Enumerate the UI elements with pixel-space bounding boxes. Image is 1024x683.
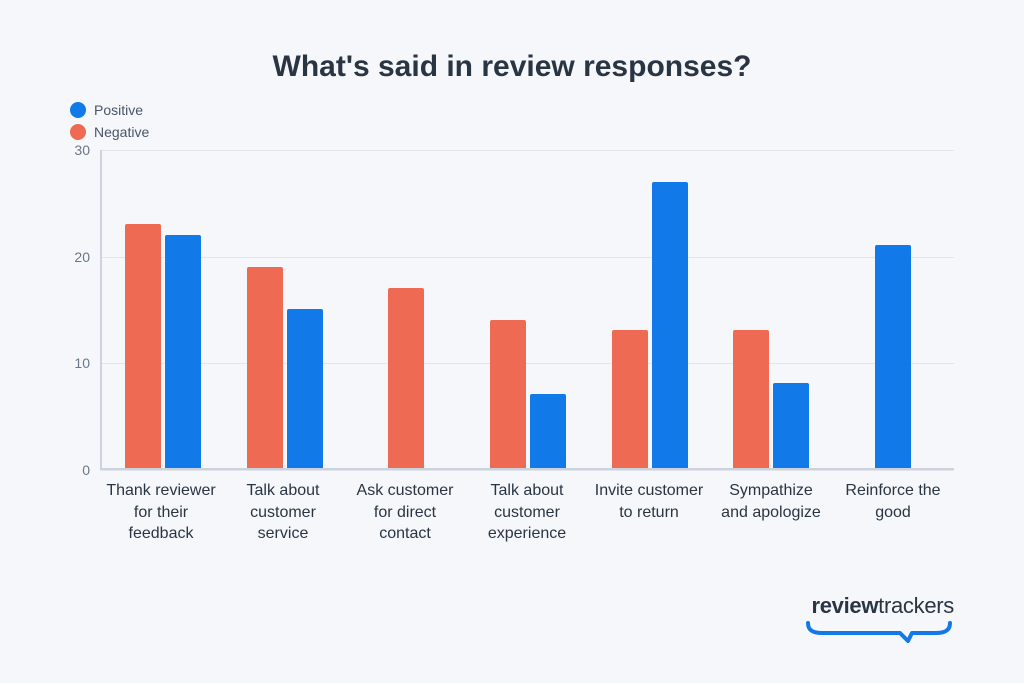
y-tick-label: 30 (60, 142, 90, 158)
x-axis-label: Talk about customer service (222, 480, 344, 545)
bar (165, 235, 201, 468)
bar-group (711, 150, 833, 468)
bar-group (102, 150, 224, 468)
legend-dot-icon (70, 124, 86, 140)
grid-line (100, 470, 954, 471)
bar (247, 267, 283, 468)
bar (773, 383, 809, 468)
plot-area (100, 150, 954, 470)
bar (490, 320, 526, 468)
brand-bold: review (811, 593, 878, 618)
bar (612, 330, 648, 468)
legend-label: Positive (94, 102, 143, 118)
x-axis-label: Ask customer for direct contact (344, 480, 466, 545)
bar-group (224, 150, 346, 468)
bar (733, 330, 769, 468)
y-axis: 0102030 (60, 150, 96, 470)
bar (652, 182, 688, 468)
bar-group (832, 150, 954, 468)
x-axis-labels: Thank reviewer for their feedbackTalk ab… (100, 480, 954, 545)
bar-group (589, 150, 711, 468)
y-tick-label: 20 (60, 249, 90, 265)
bar (125, 224, 161, 468)
bar-group (467, 150, 589, 468)
brand-light: trackers (878, 593, 954, 618)
x-axis-label: Reinforce the good (832, 480, 954, 545)
legend-item: Positive (70, 102, 964, 118)
legend: Positive Negative (70, 102, 964, 140)
legend-item: Negative (70, 124, 964, 140)
bar-group (345, 150, 467, 468)
chart-title: What's said in review responses? (60, 50, 964, 84)
bar (875, 245, 911, 468)
brand-underline-icon (804, 621, 954, 643)
x-axis-label: Sympathize and apologize (710, 480, 832, 545)
y-tick-label: 0 (60, 462, 90, 478)
bar (388, 288, 424, 468)
brand-text: reviewtrackers (811, 593, 954, 619)
chart-area: 0102030 (100, 150, 954, 470)
x-axis-label: Talk about customer experience (466, 480, 588, 545)
x-axis-label: Thank reviewer for their feedback (100, 480, 222, 545)
legend-label: Negative (94, 124, 149, 140)
y-tick-label: 10 (60, 355, 90, 371)
x-axis-label: Invite customer to return (588, 480, 710, 545)
bar (287, 309, 323, 468)
legend-dot-icon (70, 102, 86, 118)
brand-logo: reviewtrackers (804, 593, 954, 643)
bar (530, 394, 566, 468)
